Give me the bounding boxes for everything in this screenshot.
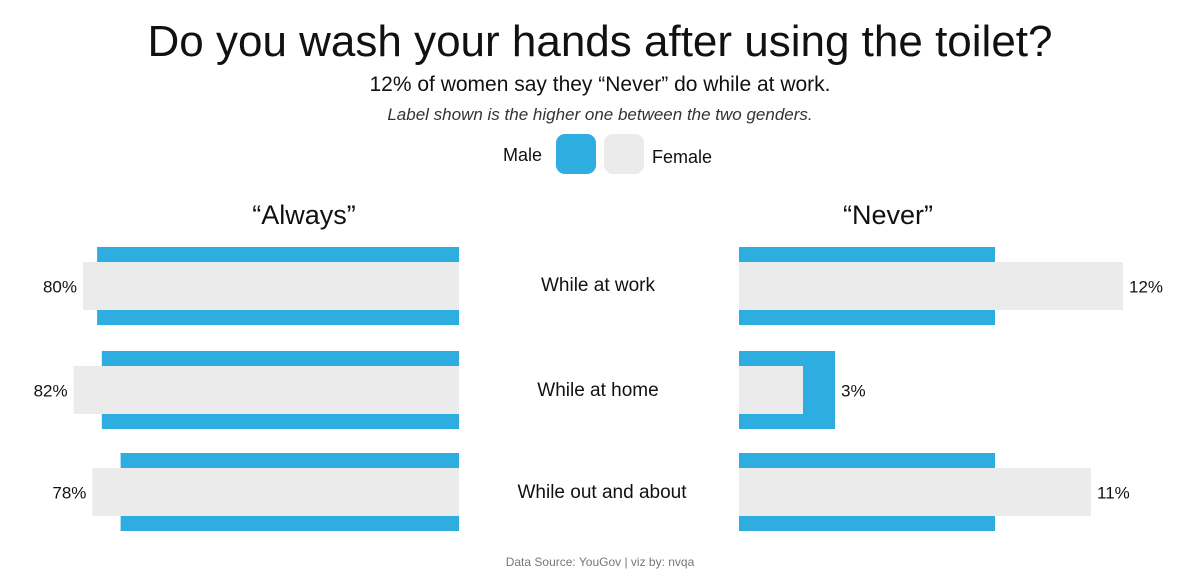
category-label-out: While out and about [517, 482, 687, 503]
chart-note: Label shown is the higher one between th… [387, 105, 813, 124]
value-label-never-out: 11% [1097, 483, 1130, 502]
panel-title-never: “Never” [842, 200, 933, 230]
value-label-never-work: 12% [1129, 277, 1163, 296]
legend-label-male: Male [503, 145, 543, 165]
chart-title: Do you wash your hands after using the t… [147, 17, 1053, 66]
legend-label-female: Female [652, 147, 713, 167]
panel-title-always: “Always” [252, 200, 356, 230]
category-label-home: While at home [537, 380, 659, 401]
bar-never-female-out [739, 468, 1091, 516]
legend-swatch-female [604, 134, 644, 174]
value-label-always-work: 80% [43, 277, 77, 296]
value-label-always-out: 78% [52, 483, 86, 502]
bar-always-female-home [73, 366, 459, 414]
footer-credit: Data Source: YouGov | viz by: nvqa [505, 555, 695, 569]
category-label-work: While at work [540, 275, 656, 296]
value-label-never-home: 3% [841, 381, 866, 400]
bar-always-female-out [92, 468, 460, 516]
bar-never-female-home [739, 366, 803, 414]
bar-always-female-work [83, 262, 459, 310]
value-label-always-home: 82% [34, 381, 68, 400]
legend-swatch-male [556, 134, 596, 174]
chart-subtitle: 12% of women say they “Never” do while a… [369, 73, 831, 96]
bar-never-female-work [739, 262, 1123, 310]
legend: Male Female [0, 134, 1200, 174]
